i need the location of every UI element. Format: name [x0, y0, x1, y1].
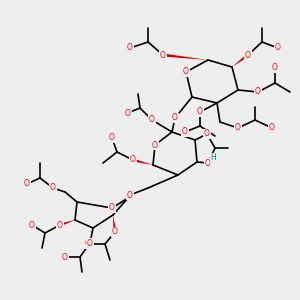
Text: O: O [109, 203, 115, 212]
Text: O: O [112, 227, 118, 236]
Text: O: O [57, 220, 63, 230]
Text: O: O [50, 184, 56, 193]
Text: O: O [183, 68, 189, 76]
Polygon shape [113, 215, 116, 232]
Text: O: O [205, 158, 211, 167]
Text: H: H [210, 154, 216, 163]
Text: O: O [24, 179, 30, 188]
Text: O: O [160, 50, 166, 59]
Text: O: O [130, 155, 136, 164]
Text: O: O [125, 109, 131, 118]
Polygon shape [232, 54, 249, 67]
Text: O: O [182, 128, 188, 136]
Text: O: O [275, 44, 281, 52]
Polygon shape [163, 53, 208, 60]
Text: O: O [127, 190, 133, 200]
Text: O: O [197, 107, 203, 116]
Text: O: O [245, 50, 251, 59]
Text: O: O [109, 134, 115, 142]
Text: O: O [172, 113, 178, 122]
Text: O: O [29, 220, 35, 230]
Text: O: O [85, 239, 91, 248]
Text: O: O [204, 130, 210, 139]
Text: O: O [152, 140, 158, 149]
Text: O: O [62, 253, 68, 262]
Text: O: O [235, 124, 241, 133]
Text: O: O [149, 116, 155, 124]
Text: O: O [269, 124, 275, 133]
Polygon shape [59, 220, 75, 226]
Text: O: O [255, 88, 261, 97]
Text: O: O [87, 238, 93, 247]
Text: O: O [272, 64, 278, 73]
Polygon shape [133, 158, 153, 165]
Text: O: O [127, 44, 133, 52]
